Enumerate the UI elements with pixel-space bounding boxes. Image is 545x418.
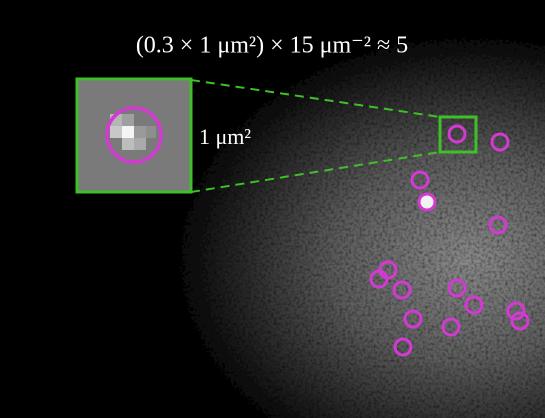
pixel bbox=[122, 114, 134, 126]
inset bbox=[77, 79, 191, 192]
pixel bbox=[122, 126, 134, 138]
pixel bbox=[146, 126, 156, 138]
title: (0.3 × 1 μm²) × 15 μm⁻² ≈ 5 bbox=[136, 33, 408, 59]
pixel bbox=[134, 138, 146, 150]
figure: (0.3 × 1 μm²) × 15 μm⁻² ≈ 5 1 μm² bbox=[0, 0, 545, 418]
pixel bbox=[110, 126, 122, 138]
pixel bbox=[134, 126, 146, 138]
cell-image bbox=[0, 0, 545, 418]
pixel bbox=[122, 138, 134, 150]
inset-label: 1 μm² bbox=[199, 124, 251, 149]
